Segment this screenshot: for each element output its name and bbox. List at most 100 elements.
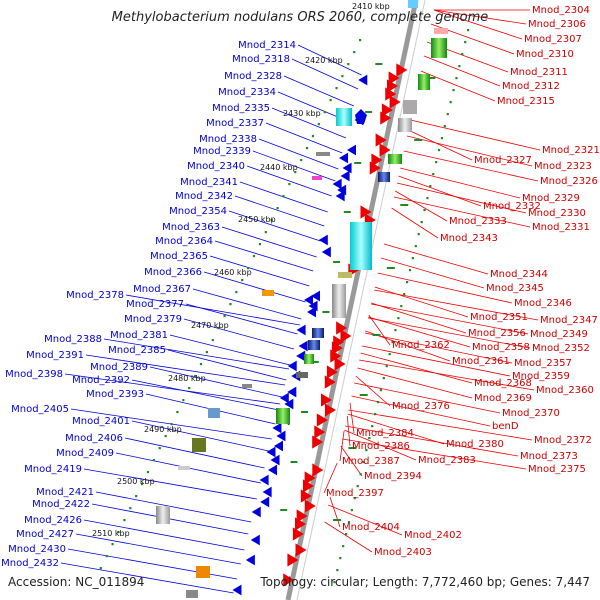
forward-gene-arrow — [321, 393, 332, 407]
left-gene-label: Mnod_2338 — [199, 134, 257, 145]
ruler-dot — [461, 53, 464, 56]
scale-label: 2410 kbp — [352, 2, 390, 11]
reverse-gene-arrow — [266, 446, 276, 458]
left-connector — [95, 491, 252, 523]
reverse-gene-arrow — [279, 392, 289, 404]
right-connector — [403, 150, 539, 182]
ruler-dot — [356, 485, 359, 488]
forward-gene-arrow — [292, 527, 304, 541]
reverse-gene-arrow — [347, 144, 356, 156]
left-gene-label: Mnod_2378 — [66, 290, 124, 301]
forward-gene-arrow — [334, 357, 346, 371]
ruler-dot — [235, 291, 238, 294]
left-connector — [283, 75, 355, 107]
right-gene-label: Mnod_2321 — [542, 145, 600, 156]
right-connector — [362, 345, 511, 377]
right-connector — [368, 316, 471, 348]
ruler-dot — [294, 171, 297, 174]
left-connector — [103, 338, 290, 370]
left-connector — [131, 379, 279, 411]
right-gene-label: Mnod_2307 — [524, 34, 582, 45]
right-gene-label: Mnod_2347 — [540, 315, 598, 326]
left-connector — [192, 288, 302, 320]
gene-block-steel — [208, 408, 220, 418]
right-connector — [420, 70, 496, 102]
reverse-gene-arrow — [260, 496, 270, 508]
left-connector — [291, 58, 359, 90]
ruler-dot — [270, 219, 273, 222]
forward-gene-arrow — [304, 499, 316, 513]
right-gene-label: Mnod_2343 — [440, 233, 498, 244]
ruler-dot — [336, 569, 339, 572]
right-connector — [383, 243, 489, 275]
ruler-dot — [194, 375, 197, 378]
right-gene-label: Mnod_2383 — [418, 455, 476, 466]
right-gene-label: Mnod_2384 — [356, 428, 414, 439]
ruler-dot — [405, 281, 409, 284]
left-connector — [203, 271, 306, 303]
left-connector — [228, 210, 321, 242]
scale-label: 2490 kbp — [144, 425, 182, 434]
forward-gene-arrow — [294, 517, 306, 531]
forward-gene-arrow — [302, 479, 314, 493]
reverse-gene-arrow — [310, 290, 320, 302]
forward-gene-arrow — [312, 435, 324, 449]
forward-gene-arrow — [389, 95, 401, 109]
scale-label: 2450 kbp — [238, 215, 276, 224]
gene-block-cyan — [336, 108, 352, 126]
ruler-dot — [129, 507, 132, 510]
left-gene-label: Mnod_2335 — [212, 103, 270, 114]
ruler-dot — [99, 567, 102, 570]
ruler-dot — [435, 161, 438, 164]
right-gene-label: Mnod_2359 — [512, 371, 570, 382]
left-connector — [124, 437, 265, 469]
left-connector — [183, 318, 295, 350]
left-connector — [91, 503, 249, 535]
reverse-gene-arrow — [276, 430, 286, 442]
gene-block-gray — [403, 100, 417, 114]
ruler-dot — [333, 581, 336, 584]
ruler-dot — [432, 173, 435, 176]
ruler-dot — [400, 305, 403, 308]
ruler-dot — [455, 77, 458, 80]
forward-gene-arrow — [330, 349, 342, 363]
reverse-gene-arrow — [318, 234, 328, 246]
ruler-dot — [414, 245, 417, 248]
right-gene-label: Mnod_2373 — [520, 451, 578, 462]
right-gene-label: Mnod_2387 — [342, 456, 400, 467]
ruler-dot — [420, 221, 423, 224]
gene-block-gray — [156, 506, 170, 524]
ruler-dot — [347, 63, 350, 66]
gene-features — [156, 0, 448, 598]
left-gene-label: Mnod_2363 — [162, 222, 220, 233]
gene-block-cyan — [350, 222, 372, 270]
ruler-dot — [408, 269, 412, 272]
left-gene-label: Mnod_2340 — [187, 161, 245, 172]
right-connector — [329, 496, 341, 528]
reverse-gene-arrow — [273, 440, 283, 452]
left-gene-label: Mnod_2427 — [16, 529, 74, 540]
scale-label: 2420 kbp — [305, 56, 343, 65]
gene-block-pink — [434, 28, 448, 34]
ruler-dot — [385, 365, 388, 368]
right-connector — [398, 175, 482, 207]
ruler-dot — [446, 113, 449, 116]
right-connector — [395, 190, 448, 222]
left-gene-label: Mnod_2341 — [180, 177, 238, 188]
ruler-dot — [123, 519, 126, 522]
gene-block-green — [431, 38, 447, 58]
right-connector — [433, 9, 527, 25]
ruler-dot — [374, 413, 377, 416]
left-gene-label: Mnod_2388 — [44, 334, 102, 345]
ruler-dot — [158, 447, 161, 450]
ruler-dot — [182, 399, 185, 402]
ruler-dot — [464, 41, 467, 44]
left-connector — [60, 562, 234, 594]
left-connector — [83, 468, 257, 500]
right-gene-label: Mnod_2327 — [474, 155, 532, 166]
right-gene-label: Mnod_2346 — [514, 298, 572, 309]
ruler-dot — [211, 339, 214, 342]
right-gene-label: Mnod_2312 — [502, 81, 560, 92]
gene-block-green — [304, 354, 314, 364]
